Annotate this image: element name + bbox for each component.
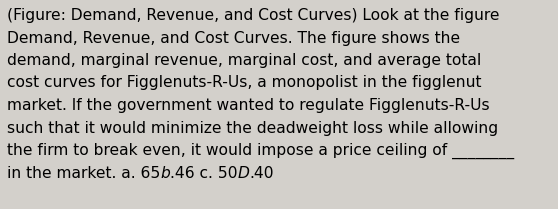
Text: b: b (160, 166, 170, 181)
Text: cost curves for Figglenuts-R-Us, a monopolist in the figglenut: cost curves for Figglenuts-R-Us, a monop… (7, 75, 482, 90)
Text: .40: .40 (249, 166, 274, 181)
Text: market. If the government wanted to regulate Figglenuts-R-Us: market. If the government wanted to regu… (7, 98, 489, 113)
Text: such that it would minimize the deadweight loss while allowing: such that it would minimize the deadweig… (7, 121, 498, 135)
Text: Demand, Revenue, and Cost Curves. The figure shows the: Demand, Revenue, and Cost Curves. The fi… (7, 31, 460, 46)
Text: the firm to break even, it would impose a price ceiling of ________: the firm to break even, it would impose … (7, 143, 514, 159)
Text: in the market. a. 65: in the market. a. 65 (7, 166, 160, 181)
Text: (Figure: Demand, Revenue, and Cost Curves) Look at the figure: (Figure: Demand, Revenue, and Cost Curve… (7, 8, 499, 23)
Text: demand, marginal revenue, marginal cost, and average total: demand, marginal revenue, marginal cost,… (7, 53, 481, 68)
Text: .46 c. 50: .46 c. 50 (170, 166, 238, 181)
Text: D: D (238, 166, 249, 181)
